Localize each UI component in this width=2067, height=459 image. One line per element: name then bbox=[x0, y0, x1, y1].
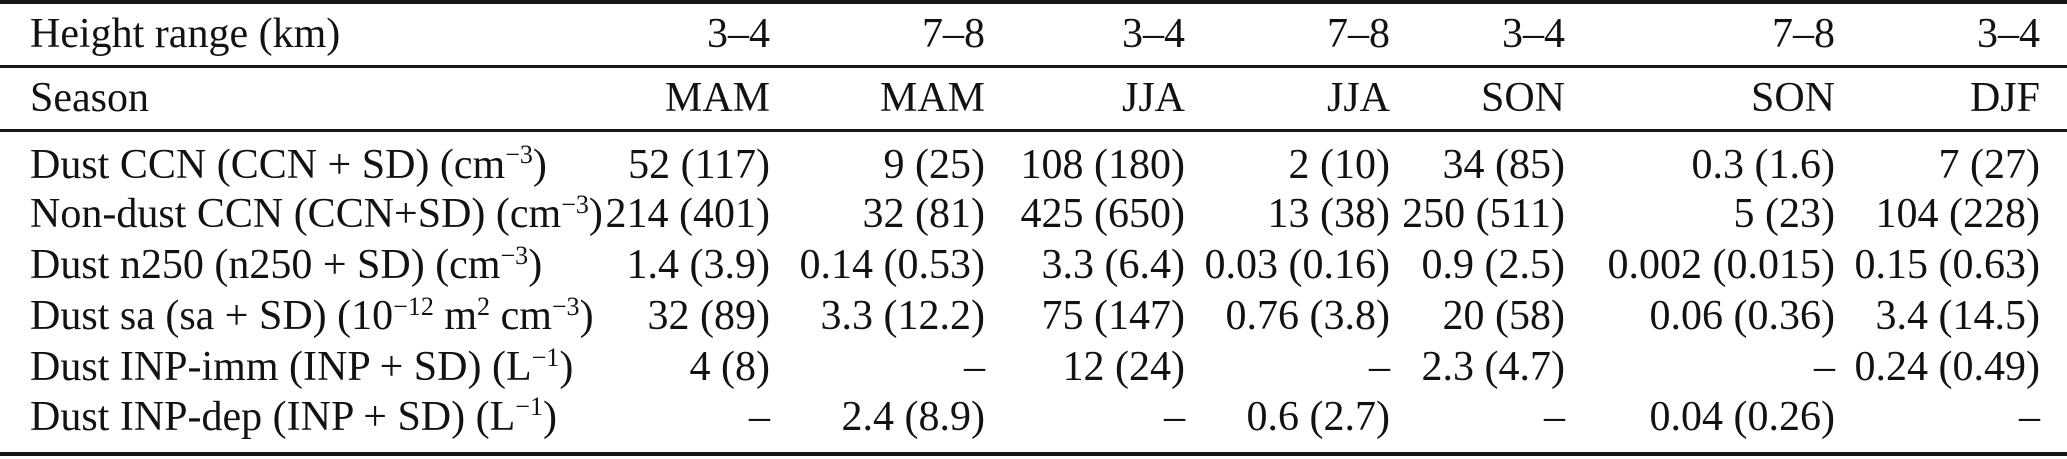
table-row-dust-ccn: Dust CCN (CCN + SD) (cm−3) 52 (117) 9 (2… bbox=[0, 130, 2067, 189]
height-range-label: Height range (km) bbox=[30, 11, 341, 58]
value-cell: 0.9 (2.5) bbox=[1421, 242, 1565, 288]
value-cell: 0.6 (2.7) bbox=[1246, 393, 1390, 440]
table-row-dust-inp-imm: Dust INP-imm (INP + SD) (L−1) 4 (8) – 12… bbox=[0, 342, 2067, 393]
value-cell: 3.3 (6.4) bbox=[1041, 242, 1185, 288]
value-cell: 104 (228) bbox=[1875, 191, 2040, 237]
value-cell: 1.4 (3.9) bbox=[626, 242, 770, 288]
row-label: Dust INP-dep (INP + SD) (L−1) bbox=[30, 392, 557, 440]
value-cell: 425 (650) bbox=[1020, 191, 1185, 237]
value-cell: 0.15 (0.63) bbox=[1854, 242, 2040, 288]
value-cell: – bbox=[1544, 393, 1565, 440]
value-cell: 108 (180) bbox=[1020, 141, 1185, 188]
height-range-cell: 7–8 bbox=[1772, 11, 1835, 58]
table-row-dust-n250: Dust n250 (n250 + SD) (cm−3) 1.4 (3.9) 0… bbox=[0, 240, 2067, 291]
height-range-cell: 7–8 bbox=[922, 11, 985, 58]
table-row-nondust-ccn: Non-dust CCN (CCN+SD) (cm−3) 214 (401) 3… bbox=[0, 189, 2067, 240]
row-label: Dust CCN (CCN + SD) (cm−3) bbox=[30, 140, 547, 188]
value-cell: 214 (401) bbox=[605, 191, 770, 237]
value-cell: 32 (89) bbox=[647, 293, 770, 339]
value-cell: 0.06 (0.36) bbox=[1649, 293, 1835, 339]
row-label: Non-dust CCN (CCN+SD) (cm−3) bbox=[30, 189, 603, 237]
value-cell: 3.4 (14.5) bbox=[1875, 293, 2040, 339]
season-cell: JJA bbox=[1121, 75, 1185, 121]
value-cell: 20 (58) bbox=[1442, 293, 1565, 339]
value-cell: 0.04 (0.26) bbox=[1649, 393, 1835, 440]
value-cell: 0.03 (0.16) bbox=[1204, 242, 1390, 288]
value-cell: 2.3 (4.7) bbox=[1421, 344, 1565, 390]
height-range-cell: 3–4 bbox=[1122, 11, 1185, 58]
value-cell: 2 (10) bbox=[1288, 141, 1390, 188]
value-cell: 9 (25) bbox=[883, 141, 985, 188]
value-cell: – bbox=[1814, 344, 1835, 390]
season-cell: JJA bbox=[1326, 75, 1390, 121]
season-cell: SON bbox=[1750, 75, 1835, 121]
value-cell: 0.002 (0.015) bbox=[1607, 242, 1835, 288]
season-header-row: Season MAM MAM JJA JJA SON SON DJF bbox=[0, 66, 2067, 130]
value-cell: 13 (38) bbox=[1267, 191, 1390, 237]
value-cell: 7 (27) bbox=[1938, 141, 2040, 188]
season-cell: DJF bbox=[1969, 75, 2040, 121]
value-cell: 4 (8) bbox=[689, 344, 770, 390]
value-cell: 12 (24) bbox=[1062, 344, 1185, 390]
value-cell: – bbox=[1164, 393, 1185, 440]
height-range-cell: 3–4 bbox=[1502, 11, 1565, 58]
value-cell: 32 (81) bbox=[862, 191, 985, 237]
season-cell: MAM bbox=[879, 75, 985, 121]
table-row-dust-inp-dep: Dust INP-dep (INP + SD) (L−1) – 2.4 (8.9… bbox=[0, 392, 2067, 454]
height-range-header-row: Height range (km) 3–4 7–8 3–4 7–8 3–4 7–… bbox=[0, 2, 2067, 66]
value-cell: – bbox=[964, 344, 985, 390]
season-cell: MAM bbox=[664, 75, 770, 121]
value-cell: 52 (117) bbox=[628, 141, 770, 188]
value-cell: 75 (147) bbox=[1041, 293, 1185, 339]
value-cell: – bbox=[2019, 393, 2040, 440]
value-cell: – bbox=[749, 393, 770, 440]
season-label: Season bbox=[30, 75, 149, 121]
height-range-cell: 3–4 bbox=[707, 11, 770, 58]
height-range-cell: 3–4 bbox=[1977, 11, 2040, 58]
value-cell: 0.3 (1.6) bbox=[1691, 141, 1835, 188]
height-range-cell: 7–8 bbox=[1327, 11, 1390, 58]
value-cell: – bbox=[1369, 344, 1390, 390]
row-label: Dust INP-imm (INP + SD) (L−1) bbox=[30, 342, 574, 390]
value-cell: 5 (23) bbox=[1733, 191, 1835, 237]
value-cell: 250 (511) bbox=[1402, 191, 1565, 237]
table-row-dust-sa: Dust sa (sa + SD) (10−12 m2 cm−3) 32 (89… bbox=[0, 291, 2067, 342]
value-cell: 0.76 (3.8) bbox=[1225, 293, 1390, 339]
value-cell: 34 (85) bbox=[1442, 141, 1565, 188]
row-label: Dust sa (sa + SD) (10−12 m2 cm−3) bbox=[30, 291, 594, 339]
value-cell: 3.3 (12.2) bbox=[820, 293, 985, 339]
season-cell: SON bbox=[1480, 75, 1565, 121]
value-cell: 0.24 (0.49) bbox=[1854, 344, 2040, 390]
value-cell: 0.14 (0.53) bbox=[799, 242, 985, 288]
value-cell: 2.4 (8.9) bbox=[841, 393, 985, 440]
row-label: Dust n250 (n250 + SD) (cm−3) bbox=[30, 240, 543, 288]
